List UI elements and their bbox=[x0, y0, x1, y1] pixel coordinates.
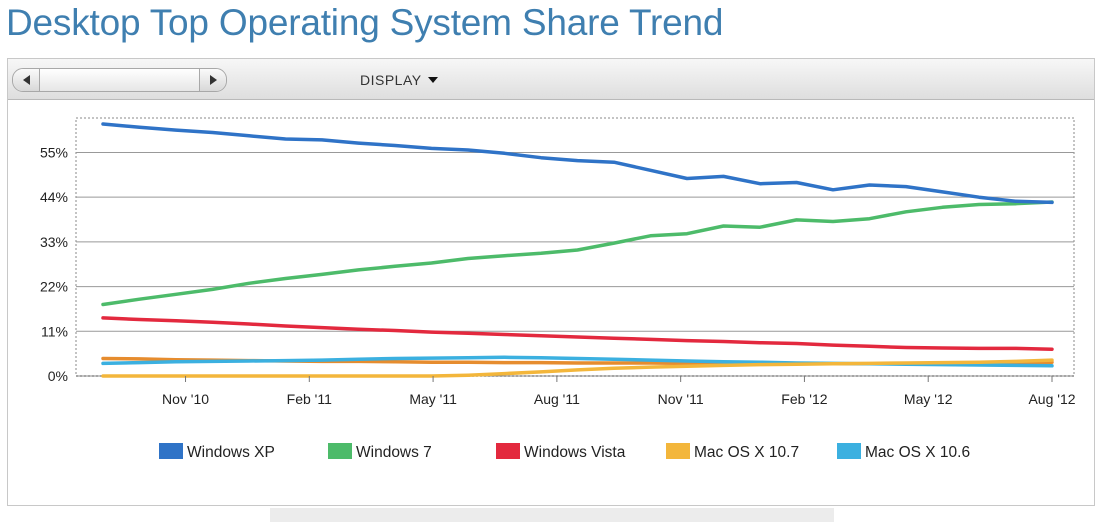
legend-swatch bbox=[328, 443, 352, 459]
bottom-scroll-strip bbox=[270, 508, 834, 522]
timeline-scrollbar[interactable] bbox=[12, 68, 227, 92]
x-tick-label: Aug '12 bbox=[1028, 391, 1075, 407]
legend-label: Mac OS X 10.7 bbox=[694, 444, 799, 461]
legend-label: Windows Vista bbox=[524, 444, 626, 461]
x-tick-label: Nov '10 bbox=[162, 391, 209, 407]
chart-toolbar: DISPLAY bbox=[8, 59, 1094, 100]
display-menu-label: DISPLAY bbox=[360, 72, 422, 88]
scroll-right-button[interactable] bbox=[199, 69, 226, 91]
display-menu-button[interactable]: DISPLAY bbox=[360, 70, 438, 90]
y-tick-label: 44% bbox=[40, 189, 68, 205]
legend-swatch bbox=[496, 443, 520, 459]
scroll-left-button[interactable] bbox=[13, 69, 40, 91]
arrow-left-icon bbox=[22, 75, 30, 85]
legend-label: Mac OS X 10.6 bbox=[865, 444, 970, 461]
y-tick-label: 11% bbox=[41, 323, 68, 339]
legend-swatch bbox=[837, 443, 861, 459]
chart-panel: DISPLAY 0% 11% 22% 33% 44% 55% Nov '10 Feb '11 M… bbox=[7, 58, 1095, 506]
series-line-windows-7 bbox=[101, 200, 1054, 307]
series-line-windows-xp bbox=[101, 122, 1054, 205]
legend-label: Windows 7 bbox=[356, 444, 432, 461]
y-tick-label: 22% bbox=[40, 279, 68, 295]
y-tick-label: 0% bbox=[48, 368, 68, 384]
x-tick-label: Feb '12 bbox=[781, 391, 827, 407]
y-tick-label: 55% bbox=[40, 144, 68, 160]
line-chart: 0% 11% 22% 33% 44% 55% Nov '10 Feb '11 May '11 Au… bbox=[40, 117, 1076, 461]
page-title: Desktop Top Operating System Share Trend bbox=[6, 2, 724, 43]
legend-swatch bbox=[159, 443, 183, 459]
legend-swatch bbox=[666, 443, 690, 459]
arrow-right-icon bbox=[209, 75, 217, 85]
caret-down-icon bbox=[427, 77, 438, 83]
y-tick-label: 33% bbox=[40, 234, 68, 250]
x-tick-label: May '11 bbox=[409, 391, 457, 407]
legend-label: Windows XP bbox=[187, 444, 275, 461]
x-tick-label: Feb '11 bbox=[287, 391, 332, 407]
series-line-mac-os-x-10-7 bbox=[101, 358, 1054, 378]
x-tick-label: Aug '11 bbox=[534, 391, 580, 407]
x-tick-label: Nov '11 bbox=[658, 391, 704, 407]
series-line-windows-vista bbox=[101, 316, 1054, 351]
x-tick-label: May '12 bbox=[904, 391, 953, 407]
